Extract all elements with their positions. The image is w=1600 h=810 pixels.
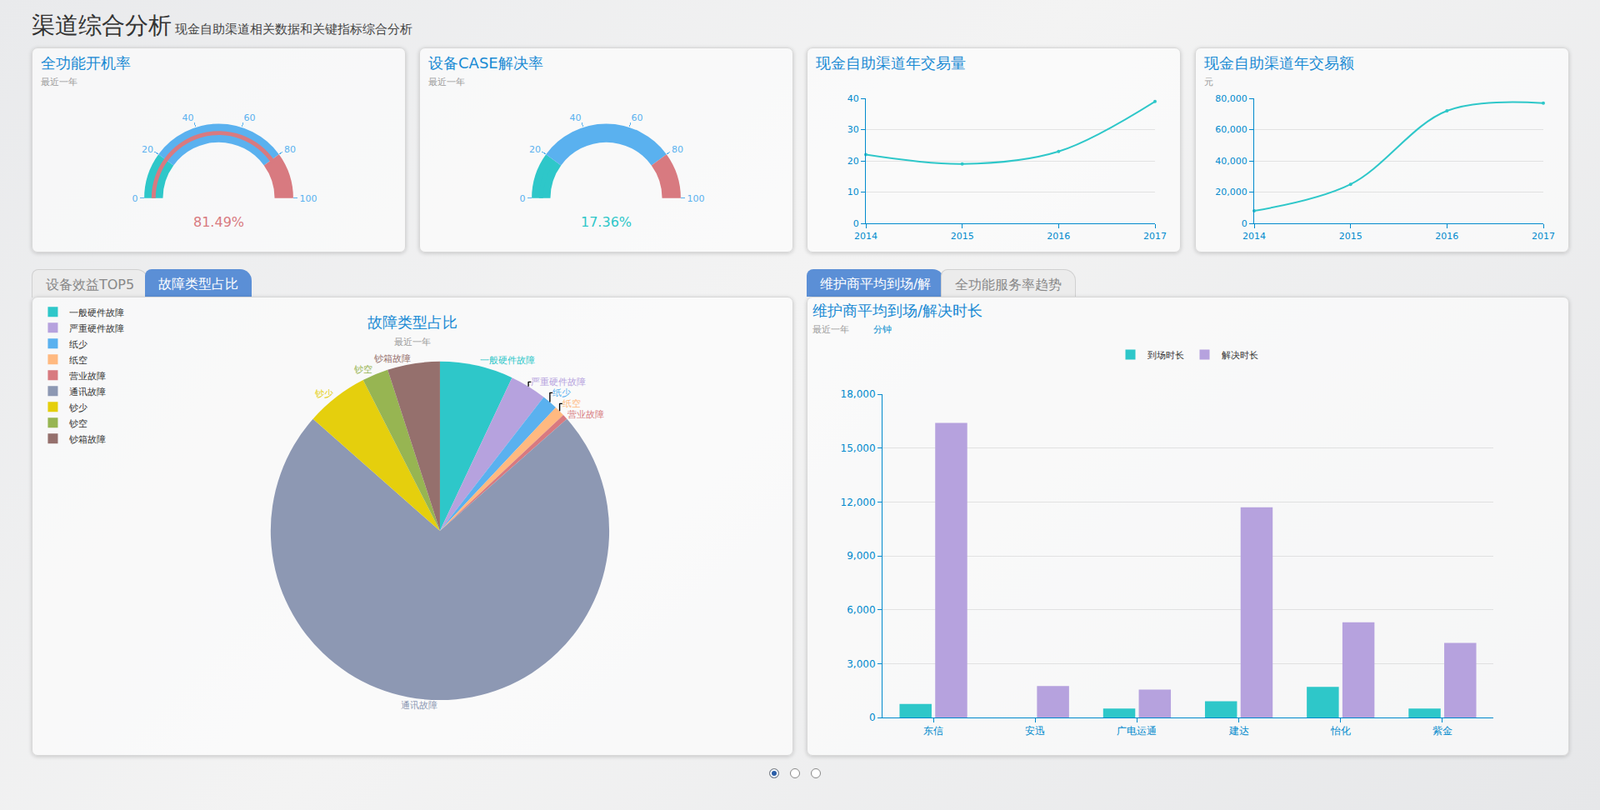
svg-text:纸少: 纸少 [69, 339, 88, 350]
html-text:故障类型占比: 故障类型占比 [367, 313, 458, 331]
svg-text:0: 0 [853, 218, 860, 230]
svg-text:严重硬件故障: 严重硬件故障 [69, 323, 125, 335]
svg-text:2016: 2016 [1046, 230, 1070, 242]
svg-text:东信: 东信 [923, 725, 944, 737]
html-text:设备CASE解决率: 设备CASE解决率 [428, 54, 544, 72]
html-text:元: 元 [1204, 76, 1214, 88]
html-text:设备效益TOP5: 设备效益TOP5 [45, 276, 135, 293]
svg-text:20: 20 [529, 144, 541, 155]
svg-text:20: 20 [847, 155, 860, 167]
svg-text:80: 80 [284, 144, 296, 155]
svg-text:80: 80 [671, 144, 684, 155]
svg-text:2014: 2014 [1242, 230, 1266, 242]
html-text:最近一年: 最近一年 [40, 76, 78, 88]
svg-text:40: 40 [569, 112, 581, 124]
html-text:最近一年: 最近一年 [812, 324, 850, 335]
svg-text:营业故障: 营业故障 [567, 409, 605, 420]
svg-text:一般硬件故障: 一般硬件故障 [480, 355, 535, 366]
svg-text:40,000: 40,000 [1215, 155, 1248, 167]
html-text:渠道综合分析现金自助渠道相关数据和关键指标综合分析: 渠道综合分析现金自助渠道相关数据和关键指标综合分析 [31, 11, 413, 40]
svg-text:到场时长: 到场时长 [1147, 350, 1185, 361]
svg-text:0: 0 [519, 193, 525, 205]
svg-text:纸少: 纸少 [552, 387, 571, 399]
svg-text:钞空: 钞空 [353, 364, 373, 375]
svg-text:纸空: 纸空 [69, 355, 88, 366]
svg-text:2014: 2014 [854, 230, 878, 242]
svg-text:2015: 2015 [950, 230, 975, 242]
svg-text:30: 30 [847, 124, 860, 135]
svg-text:60: 60 [631, 112, 644, 124]
svg-text:营业故障: 营业故障 [69, 370, 106, 382]
svg-text:15,000: 15,000 [840, 442, 876, 455]
html-text:分钟: 分钟 [873, 324, 892, 335]
svg-text:怡化: 怡化 [1330, 725, 1351, 737]
svg-text:安迅: 安迅 [1025, 725, 1045, 737]
svg-text:9,000: 9,000 [846, 550, 875, 562]
svg-text:40: 40 [181, 112, 194, 124]
svg-text:建达: 建达 [1228, 725, 1250, 737]
svg-text:100: 100 [300, 193, 318, 205]
svg-text:广电运通: 广电运通 [1116, 725, 1157, 737]
html-text:维护商平均到场/解决时长: 维护商平均到场/解决时长 [812, 301, 983, 320]
svg-text:18,000: 18,000 [840, 388, 876, 400]
svg-text:40: 40 [847, 93, 860, 105]
svg-text:通讯故障: 通讯故障 [69, 386, 106, 398]
svg-text:60,000: 60,000 [1215, 124, 1248, 135]
svg-text:3,000: 3,000 [846, 658, 875, 670]
html-text:故障类型占比: 故障类型占比 [158, 275, 239, 292]
svg-text:20: 20 [141, 144, 154, 155]
html-text:全功能服务率趋势: 全功能服务率趋势 [955, 276, 1062, 293]
svg-text:0: 0 [131, 193, 138, 205]
svg-text:严重硬件故障: 严重硬件故障 [530, 376, 586, 388]
svg-text:12,000: 12,000 [840, 496, 876, 509]
html-text:最近一年: 最近一年 [394, 336, 431, 348]
html-text:现金自助渠道年交易量: 现金自助渠道年交易量 [815, 54, 966, 72]
svg-text:60: 60 [244, 112, 256, 124]
svg-text:钞箱故障: 钞箱故障 [68, 434, 106, 445]
svg-text:紫金: 紫金 [1432, 725, 1453, 737]
svg-text:钞箱故障: 钞箱故障 [373, 353, 411, 365]
svg-text:解决时长: 解决时长 [1221, 350, 1259, 361]
svg-text:钞少: 钞少 [68, 402, 88, 414]
svg-text:钞少: 钞少 [314, 388, 334, 400]
svg-text:0: 0 [1241, 218, 1248, 230]
svg-text:6,000: 6,000 [846, 604, 875, 616]
svg-text:81.49%: 81.49% [193, 214, 245, 230]
svg-text:20,000: 20,000 [1215, 186, 1248, 198]
svg-text:钞空: 钞空 [68, 418, 88, 430]
svg-text:2017: 2017 [1531, 230, 1555, 242]
svg-text:2017: 2017 [1143, 230, 1167, 242]
svg-text:17.36%: 17.36% [580, 214, 632, 230]
html-text:现金自助渠道年交易额: 现金自助渠道年交易额 [1204, 54, 1355, 72]
svg-text:80,000: 80,000 [1215, 93, 1248, 105]
svg-text:2015: 2015 [1339, 230, 1363, 242]
html-text:最近一年: 最近一年 [428, 76, 465, 88]
html-text:全功能开机率: 全功能开机率 [40, 54, 131, 72]
svg-text:一般硬件故障: 一般硬件故障 [69, 307, 125, 319]
svg-text:10: 10 [847, 186, 860, 198]
svg-text:2016: 2016 [1435, 230, 1459, 242]
html-text:维护商平均到场/解: 维护商平均到场/解 [820, 275, 932, 292]
svg-text:通讯故障: 通讯故障 [400, 700, 438, 711]
svg-text:0: 0 [869, 711, 876, 724]
svg-text:100: 100 [687, 193, 705, 205]
svg-text:纸空: 纸空 [562, 398, 581, 410]
